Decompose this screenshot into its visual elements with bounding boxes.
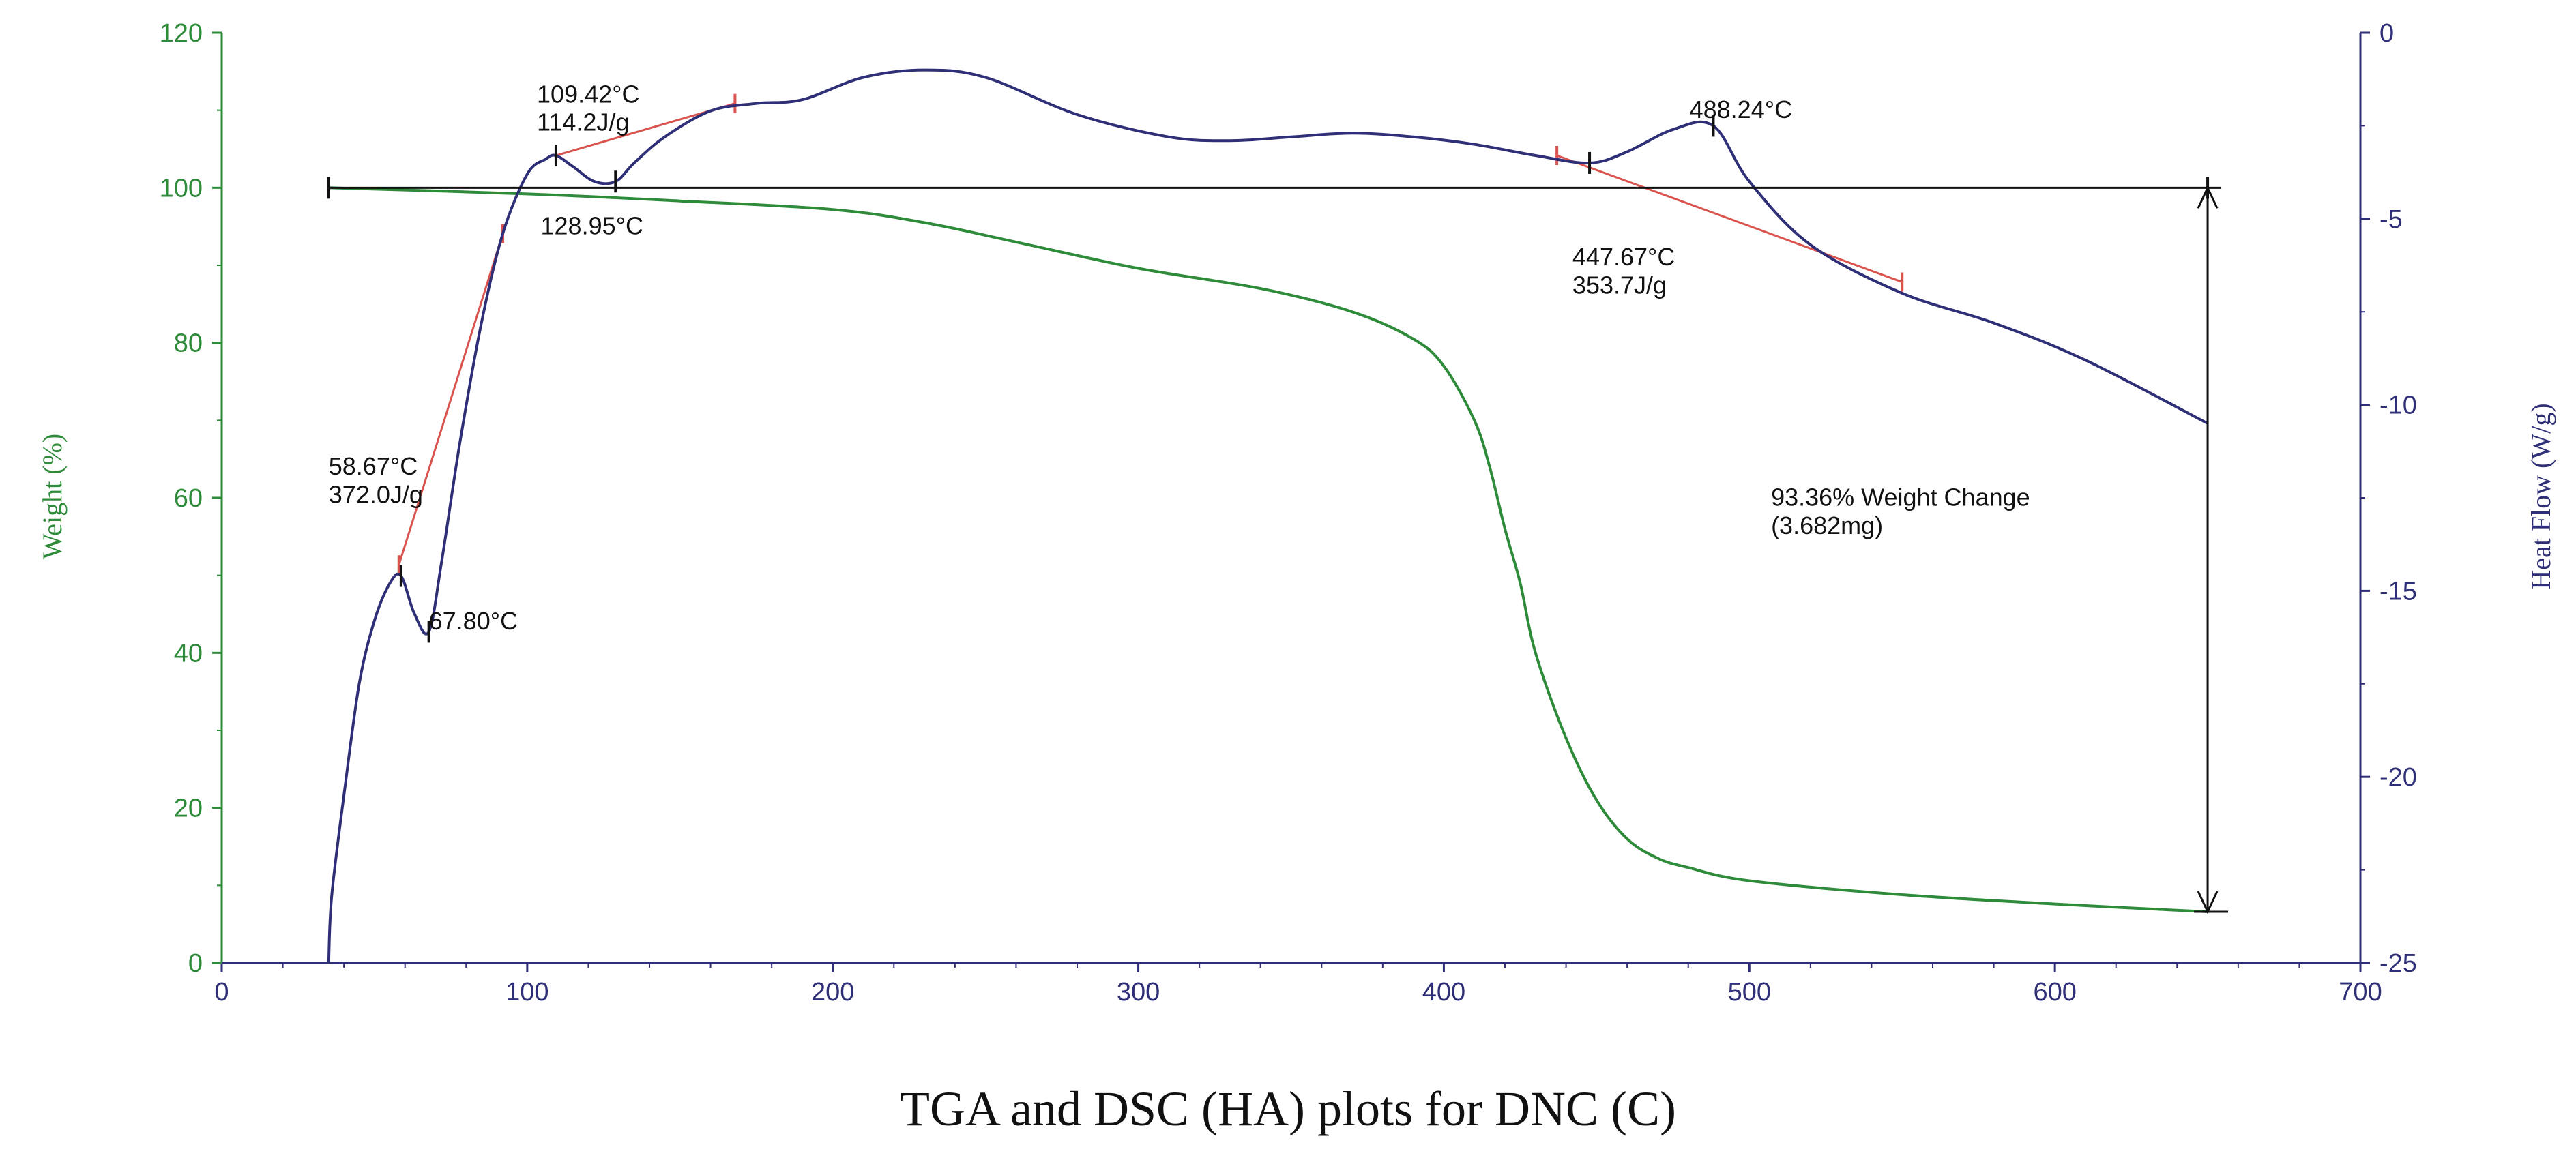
y-left-tick-label: 60	[174, 484, 203, 513]
annotation-line: (3.682mg)	[1771, 511, 1883, 539]
figure-caption: TGA and DSC (HA) plots for DNC (C)	[900, 1082, 1676, 1136]
annotation-peak-488: 488.24°C	[1690, 95, 1793, 123]
x-tick-label: 600	[2033, 978, 2076, 1007]
annotation-peak-58: 58.67°C 372.0J/g	[329, 452, 423, 508]
x-tick-label: 700	[2339, 978, 2382, 1007]
annotation-line: 128.95°C	[541, 212, 644, 240]
arrow-head-top	[2197, 185, 2219, 209]
x-tick-label: 500	[1728, 978, 1771, 1007]
y-right-tick-label: -5	[2380, 205, 2403, 234]
y-axis-right-title: Heat Flow (W/g)	[2526, 403, 2556, 589]
y-left-tick-label: 40	[174, 639, 203, 668]
y-right-tick-label: -10	[2380, 391, 2417, 420]
y-left-tick-label: 100	[160, 174, 203, 203]
series	[327, 68, 2209, 964]
tga-dsc-chart: 0 100 200 300 400 500 600 700 0 20 40 60 80 100 120 -25…	[37, 19, 2556, 1007]
annotation-line: 447.67°C	[1572, 243, 1675, 271]
y-left-tick-label: 0	[188, 949, 203, 978]
annotations: 58.67°C 372.0J/g 67.80°C 109.42°C 114.2J/g 12…	[327, 80, 2229, 914]
annotation-line: 372.0J/g	[329, 480, 423, 508]
tick-labels: 0 100 200 300 400 500 600 700 0 20 40 60 80 100 120 -25…	[160, 19, 2417, 1007]
y-left-tick-label: 80	[174, 329, 203, 358]
annotation-weight-change: 93.36% Weight Change (3.682mg)	[1771, 483, 2030, 539]
annotation-line: 488.24°C	[1690, 95, 1793, 123]
tangent-line	[1556, 154, 1903, 283]
x-tick-label: 100	[506, 978, 548, 1007]
y-axis-left-title: Weight (%)	[37, 434, 68, 560]
annotation-peak-128: 128.95°C	[541, 212, 644, 240]
x-tick-label: 300	[1117, 978, 1160, 1007]
annotation-line: 109.42°C	[537, 80, 640, 108]
x-tick-label: 400	[1422, 978, 1465, 1007]
y-right-tick-label: 0	[2380, 19, 2394, 48]
annotation-line: 353.7J/g	[1572, 271, 1667, 299]
x-tick-label: 0	[214, 978, 229, 1007]
annotation-line: 58.67°C	[329, 452, 418, 480]
tangent-line	[398, 233, 504, 565]
y-right-tick-label: -20	[2380, 763, 2417, 792]
annotation-line: 114.2J/g	[537, 108, 629, 136]
annotation-line: 67.80°C	[429, 607, 518, 635]
annotation-peak-447: 447.67°C 353.7J/g	[1572, 243, 1675, 299]
annotation-peak-67: 67.80°C	[429, 607, 518, 635]
annotation-line: 93.36% Weight Change	[1771, 483, 2030, 511]
y-left-tick-label: 120	[160, 19, 203, 48]
heat-flow-line	[327, 68, 2209, 964]
y-right-tick-label: -15	[2380, 577, 2417, 606]
y-right-tick-label: -25	[2380, 949, 2417, 978]
axes	[212, 31, 2370, 972]
y-left-tick-label: 20	[174, 794, 203, 823]
weight-line	[328, 186, 2208, 913]
annotation-peak-109: 109.42°C 114.2J/g	[537, 80, 640, 136]
x-tick-label: 200	[811, 978, 854, 1007]
